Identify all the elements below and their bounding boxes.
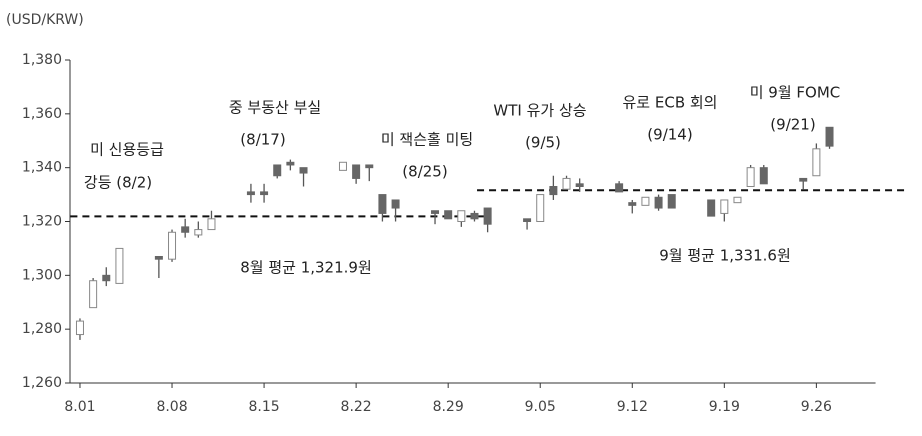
candle-body bbox=[378, 194, 387, 214]
y-tick-label: 1,380 bbox=[22, 52, 62, 68]
x-tick-label: 8.29 bbox=[433, 399, 464, 415]
candle-body bbox=[457, 210, 466, 223]
x-tick-label: 8.01 bbox=[64, 399, 95, 415]
x-tick-label: 8.15 bbox=[248, 399, 279, 415]
candle-body bbox=[549, 186, 558, 196]
candle-body bbox=[641, 196, 650, 206]
y-tick-label: 1,340 bbox=[22, 160, 62, 176]
candle-body bbox=[338, 161, 347, 171]
annotation: (9/5) bbox=[525, 134, 561, 152]
candle-body bbox=[273, 164, 282, 177]
candle-body bbox=[246, 191, 255, 196]
annotation: 중 부동산 부실 bbox=[229, 99, 321, 117]
candle-body bbox=[483, 207, 492, 225]
x-tick-label: 9.19 bbox=[709, 399, 740, 415]
annotation: (9/21) bbox=[770, 116, 815, 134]
annotation: (8/25) bbox=[402, 163, 447, 181]
annotation: 유로 ECB 회의 bbox=[623, 94, 718, 112]
candle-body bbox=[733, 196, 742, 204]
candle-body bbox=[615, 183, 624, 193]
candle-body bbox=[707, 199, 716, 217]
candle-body bbox=[89, 280, 98, 309]
candle-body bbox=[391, 199, 400, 209]
candle-body bbox=[352, 164, 361, 179]
x-tick-label: 9.05 bbox=[525, 399, 556, 415]
candle-body bbox=[799, 177, 808, 182]
average-label: 8월 평균 1,321.9원 bbox=[240, 259, 372, 277]
candle-body bbox=[365, 164, 374, 169]
annotation: (9/14) bbox=[647, 126, 692, 144]
candle-body bbox=[575, 183, 584, 188]
candle-body bbox=[115, 247, 124, 284]
candle-body bbox=[667, 194, 676, 209]
candle-body bbox=[102, 274, 111, 282]
candle-body bbox=[812, 148, 821, 177]
annotation: (8/17) bbox=[240, 131, 285, 149]
candle-body bbox=[523, 218, 532, 223]
y-tick-label: 1,300 bbox=[22, 267, 62, 283]
average-label: 9월 평균 1,331.6원 bbox=[659, 247, 791, 265]
candle-body bbox=[286, 161, 295, 166]
candle-body bbox=[75, 320, 84, 336]
annotation: 미 9월 FOMC bbox=[750, 84, 841, 102]
candle-body bbox=[299, 167, 308, 174]
candle-body bbox=[759, 167, 768, 185]
x-tick-label: 9.26 bbox=[801, 399, 832, 415]
candle-body bbox=[654, 196, 663, 209]
x-tick-label: 8.08 bbox=[156, 399, 187, 415]
y-tick-label: 1,260 bbox=[22, 375, 62, 391]
candle-body bbox=[260, 191, 269, 196]
candle-body bbox=[628, 202, 637, 206]
annotation: WTI 유가 상승 bbox=[493, 102, 586, 120]
candle-body bbox=[194, 229, 203, 236]
unit-label: (USD/KRW) bbox=[6, 12, 84, 28]
y-tick-label: 1,280 bbox=[22, 321, 62, 337]
annotation: 미 신용등급 bbox=[90, 141, 164, 159]
candle-body bbox=[431, 210, 440, 214]
annotation: 미 잭슨홀 미팅 bbox=[381, 131, 473, 149]
candle-body bbox=[536, 194, 545, 222]
candle-body bbox=[720, 199, 729, 214]
candle-body bbox=[562, 177, 571, 190]
y-tick-label: 1,320 bbox=[22, 214, 62, 230]
candle-body bbox=[181, 226, 190, 233]
y-tick-label: 1,360 bbox=[22, 106, 62, 122]
annotation: 강등 (8/2) bbox=[84, 174, 152, 192]
candle-body bbox=[444, 210, 453, 220]
candle-body bbox=[154, 255, 163, 260]
candle-body bbox=[470, 212, 479, 220]
x-tick-label: 9.12 bbox=[617, 399, 648, 415]
candle-body bbox=[746, 167, 755, 188]
candle-body bbox=[168, 231, 177, 260]
candle-body bbox=[207, 218, 216, 231]
x-tick-label: 8.22 bbox=[341, 399, 372, 415]
candle-body bbox=[825, 126, 834, 147]
